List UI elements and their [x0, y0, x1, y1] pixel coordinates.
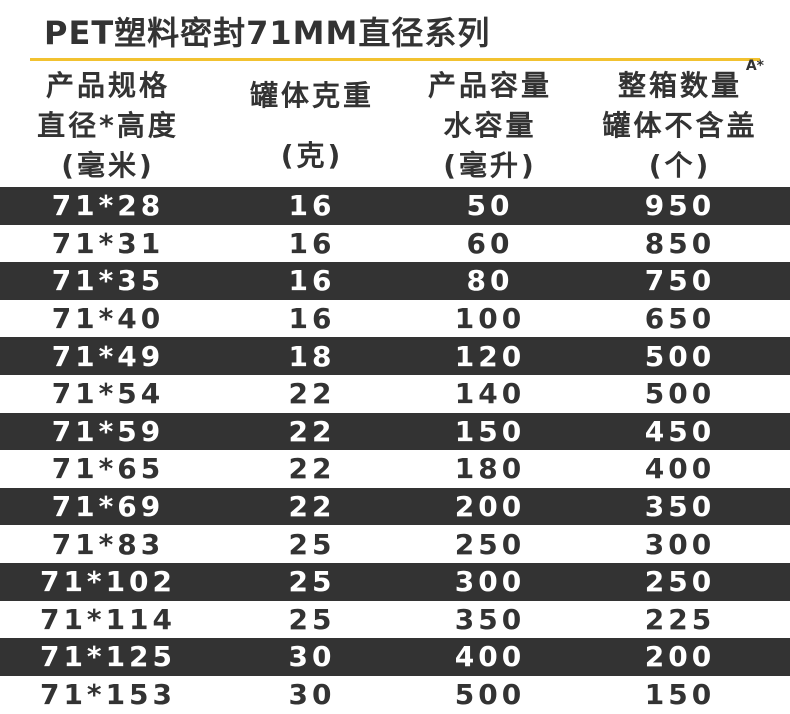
table-cell: 71*59	[51, 414, 165, 448]
table-row: 71*40 16 100 650	[0, 299, 790, 338]
header-line: 罐体不含盖	[602, 109, 758, 142]
table-cell: 500	[644, 339, 716, 373]
table-row: 71*35 16 80 750	[0, 262, 790, 300]
table-cell: 400	[644, 452, 716, 486]
table-cell: 16	[288, 264, 336, 298]
header-line: 产品容量	[427, 69, 552, 102]
table-cell: 300	[644, 527, 716, 561]
table-cell: 850	[644, 226, 716, 260]
table-cell: 80	[466, 264, 514, 298]
table-cell: 71*125	[39, 640, 177, 674]
table-cell: 950	[644, 189, 716, 223]
table-row: 71*28 16 50 950	[0, 187, 790, 225]
table-cell: 71*114	[39, 602, 177, 636]
table-cell: 71*31	[51, 226, 165, 260]
table-cell: 71*49	[51, 339, 165, 373]
table-cell: 22	[288, 377, 336, 411]
table-cell: 22	[288, 414, 336, 448]
table-row: 71*114 25 350 225	[0, 600, 790, 639]
title-underline	[30, 58, 760, 61]
header-line: 整箱数量 A*	[617, 58, 764, 102]
table-cell: 200	[644, 640, 716, 674]
table-cell: 200	[454, 490, 526, 524]
table-row: 71*54 22 140 500	[0, 375, 790, 413]
header-line: (毫米)	[61, 149, 155, 182]
table-cell: 180	[454, 452, 526, 486]
table-cell: 71*102	[39, 565, 177, 599]
table-cell: 150	[644, 678, 716, 712]
column-header: 产品规格直径*高度 (毫米)	[3, 64, 213, 184]
table-cell: 650	[644, 302, 716, 336]
table-row: 71*65 22 180 400	[0, 450, 790, 488]
table-cell: 18	[288, 339, 336, 373]
table-row: 71*49 18 120 500	[0, 337, 790, 375]
table-cell: 22	[288, 490, 336, 524]
table-cell: 25	[288, 527, 336, 561]
header-line: 产品规格	[45, 69, 170, 102]
table-cell: 16	[288, 302, 336, 336]
table-row: 71*59 22 150 450	[0, 412, 790, 451]
column-header: 罐体克重 (克)	[217, 64, 407, 184]
table-cell: 71*83	[51, 527, 165, 561]
table-row: 71*102 25 300 250	[0, 563, 790, 601]
table-cell: 300	[454, 565, 526, 599]
table-cell: 100	[454, 302, 526, 336]
table-row: 71*125 30 400 200	[0, 638, 790, 676]
table-row: 71*31 16 60 850	[0, 224, 790, 263]
table-row: 71*153 30 500 150	[0, 675, 790, 714]
table-cell: 60	[466, 226, 514, 260]
table-cell: 71*65	[51, 452, 165, 486]
table-row: 71*83 25 250 300	[0, 525, 790, 563]
table-cell: 500	[644, 377, 716, 411]
table-cell: 50	[466, 189, 514, 223]
table-cell: 350	[644, 490, 716, 524]
table-cell: 71*35	[51, 264, 165, 298]
table-cell: 120	[454, 339, 526, 373]
table-cell: 16	[288, 226, 336, 260]
header-line: (毫升)	[443, 149, 537, 182]
table-cell: 140	[454, 377, 526, 411]
table-cell: 71*54	[51, 377, 165, 411]
table-cell: 500	[454, 678, 526, 712]
header-line: 罐体克重	[249, 79, 374, 112]
table-cell: 250	[454, 527, 526, 561]
table-row: 71*69 22 200 350	[0, 487, 790, 526]
table-cell: 250	[644, 565, 716, 599]
superscript: A*	[745, 58, 764, 74]
table-cell: 150	[454, 414, 526, 448]
table-cell: 225	[644, 602, 716, 636]
table-cell: 400	[454, 640, 526, 674]
column-header: 整箱数量 A* 罐体不含盖 (个)	[570, 58, 790, 184]
table-cell: 450	[644, 414, 716, 448]
header-line: 直径*高度	[37, 109, 179, 142]
header-line: (克)	[280, 139, 344, 172]
title: PET塑料密封71MM直径系列	[44, 14, 491, 52]
table-cell: 71*40	[51, 302, 165, 336]
table-cell: 71*69	[51, 490, 165, 524]
table-cell: 71*28	[51, 189, 165, 223]
table-cell: 350	[454, 602, 526, 636]
table-cell: 25	[288, 602, 336, 636]
header-line: (个)	[648, 149, 712, 182]
table-cell: 22	[288, 452, 336, 486]
table-cell: 25	[288, 565, 336, 599]
table-cell: 30	[288, 640, 336, 674]
table-cell: 750	[644, 264, 716, 298]
table-cell: 71*153	[39, 678, 177, 712]
table-cell: 30	[288, 678, 336, 712]
table-cell: 16	[288, 189, 336, 223]
header-line: 水容量	[443, 109, 537, 142]
column-header: 产品容量水容量 (毫升)	[400, 64, 580, 184]
